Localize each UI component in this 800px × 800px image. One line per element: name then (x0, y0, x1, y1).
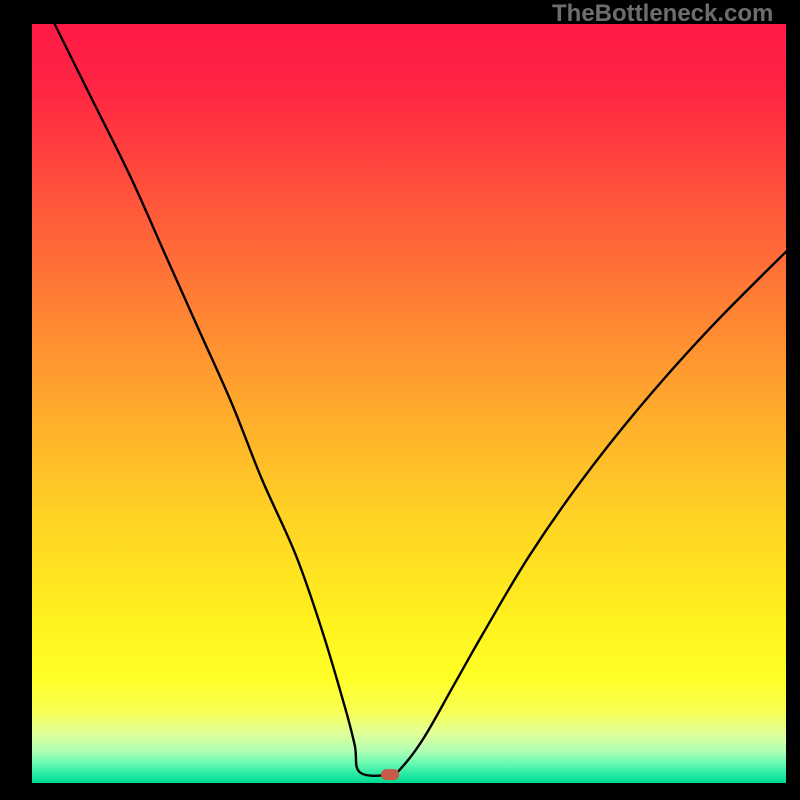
curve-path (55, 24, 786, 776)
plot-area (32, 24, 786, 783)
minimum-marker (381, 769, 399, 780)
watermark-text: TheBottleneck.com (552, 0, 773, 28)
bottleneck-curve (32, 24, 786, 783)
chart-frame: TheBottleneck.com (0, 0, 800, 800)
